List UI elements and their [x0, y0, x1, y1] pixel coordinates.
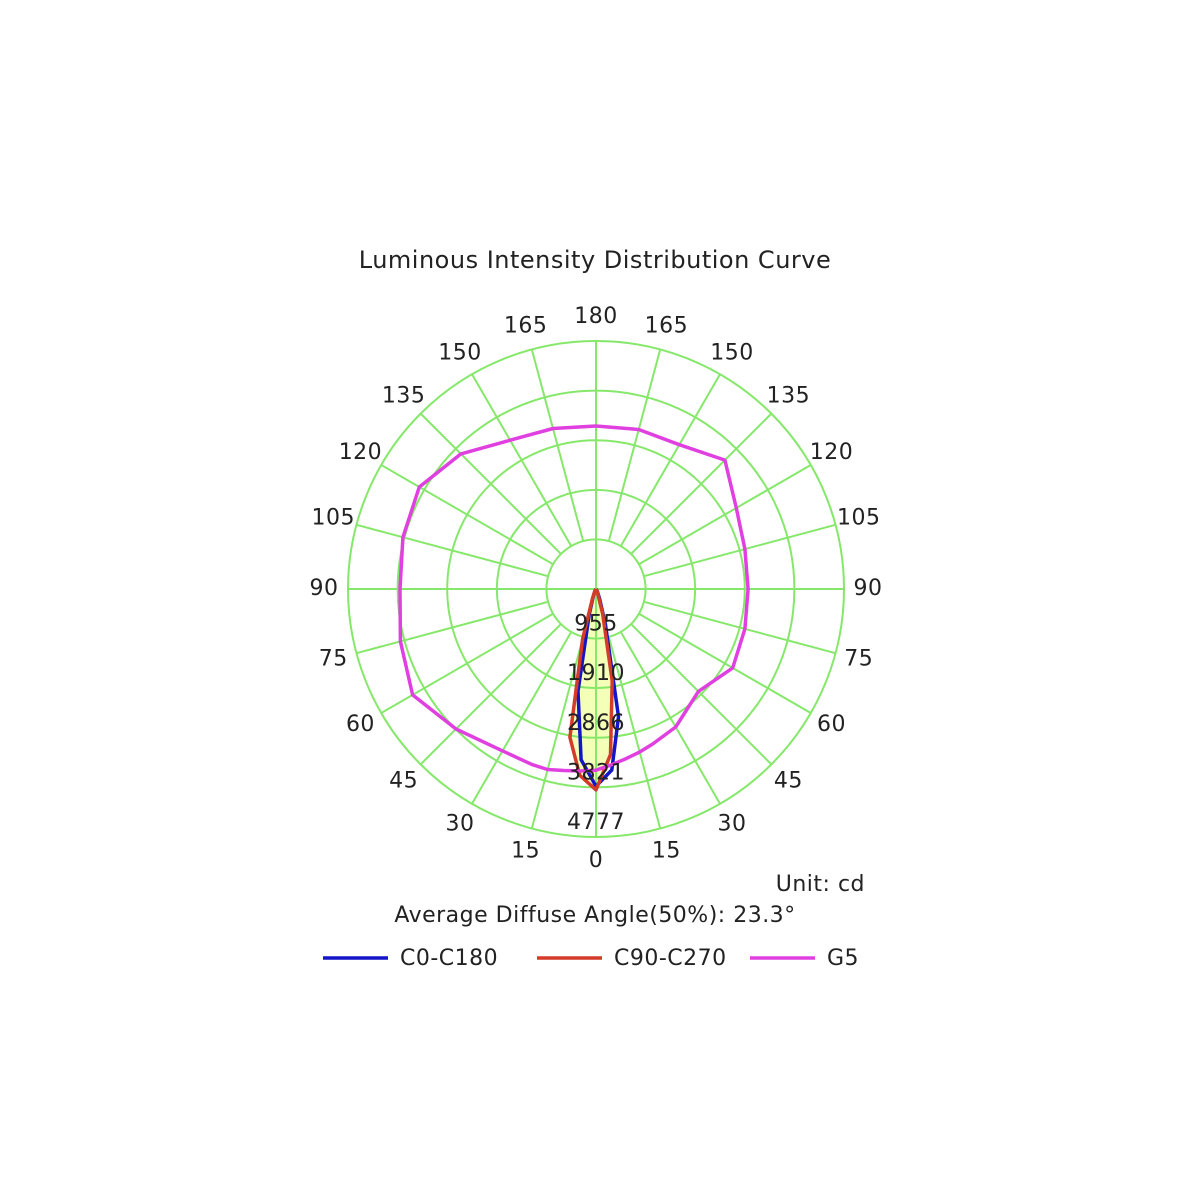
angle-tick-label: 150	[710, 340, 754, 365]
grid-spoke	[630, 623, 773, 766]
grid-spoke	[643, 600, 836, 655]
angle-tick-label: 165	[645, 313, 689, 338]
grid-spoke	[471, 373, 573, 547]
grid-spoke	[530, 349, 585, 542]
angle-tick-label: 135	[767, 384, 811, 409]
angle-tick-label: 60	[817, 712, 846, 737]
angle-tick-label: 75	[844, 646, 873, 671]
radial-tick-label: 3821	[567, 760, 625, 785]
angle-tick-label: 105	[312, 506, 356, 531]
radial-tick-label: 1910	[567, 661, 625, 686]
angle-tick-label: 15	[652, 839, 681, 864]
angle-tick-label: 90	[854, 576, 883, 601]
grid-spoke	[471, 631, 573, 805]
angle-tick-label: 150	[438, 340, 482, 365]
angle-tick-label: 30	[718, 812, 747, 837]
angle-tick-label: 165	[504, 313, 548, 338]
angle-tick-label: 105	[837, 506, 881, 531]
angle-tick-label: 120	[339, 440, 383, 465]
grid	[347, 340, 845, 838]
legend-label: G5	[827, 946, 859, 971]
radial-tick-label: 2866	[567, 711, 625, 736]
grid-spoke	[607, 349, 662, 542]
grid-spoke	[643, 523, 836, 578]
grid-spoke	[380, 464, 554, 566]
legend-label: C90-C270	[614, 946, 727, 971]
angle-tick-label: 30	[446, 812, 475, 837]
grid-spoke	[607, 636, 662, 829]
angle-tick-label: 180	[574, 304, 618, 329]
angle-tick-label: 60	[346, 712, 375, 737]
angle-tick-label: 120	[810, 440, 854, 465]
angle-tick-label: 90	[310, 576, 339, 601]
radial-tick-label: 4777	[567, 810, 625, 835]
series-line	[398, 424, 750, 773]
grid-spoke	[419, 412, 562, 555]
angle-tick-label: 75	[319, 646, 348, 671]
angle-tick-label: 45	[389, 768, 418, 793]
angle-tick-label: 135	[382, 384, 426, 409]
unit-label: Unit: cd	[776, 872, 865, 897]
series-line	[568, 588, 614, 792]
grid-spoke	[619, 631, 721, 805]
angle-tick-label: 15	[511, 839, 540, 864]
grid-spoke	[380, 612, 554, 714]
grid-spoke	[356, 523, 549, 578]
grid-spoke	[638, 612, 812, 714]
grid-spoke	[419, 623, 562, 766]
chart-title: Luminous Intensity Distribution Curve	[359, 246, 831, 274]
annotation: Average Diffuse Angle(50%): 23.3°	[394, 903, 795, 928]
grid-spoke	[619, 373, 721, 547]
angle-tick-label: 45	[774, 768, 803, 793]
grid-spoke	[638, 464, 812, 566]
grid-spoke	[530, 636, 585, 829]
radial-tick-label: 955	[574, 612, 618, 637]
legend-label: C0-C180	[400, 946, 498, 971]
grid-spoke	[630, 412, 773, 555]
grid-spoke	[356, 600, 549, 655]
angle-tick-label: 0	[589, 848, 604, 873]
